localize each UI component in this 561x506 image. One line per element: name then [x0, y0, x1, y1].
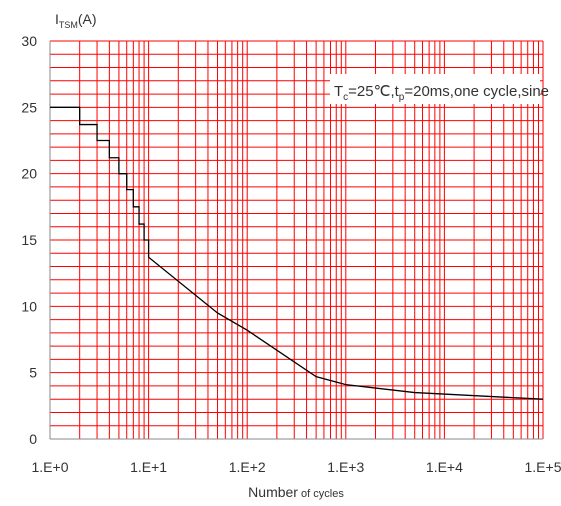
x-tick-label: 1.E+5: [525, 459, 561, 475]
annotation-background: [330, 74, 540, 104]
x-tick-label: 1.E+4: [426, 459, 463, 475]
x-tick-label: 1.E+1: [130, 459, 167, 475]
x-tick-label: 1.E+3: [327, 459, 364, 475]
y-tick-label: 30: [21, 33, 37, 49]
x-axis-label: Number of cycles: [248, 484, 344, 500]
y-tick-label: 15: [21, 232, 37, 248]
grid: [49, 40, 544, 440]
x-axis-label-suffix: of cycles: [298, 488, 344, 500]
annotation-part: =25℃,t: [348, 83, 399, 100]
annotation-conditions: Tc=25℃,tp=20ms,one cycle,sine: [334, 83, 549, 103]
tick-labels: 0 5 10 15 20 25 30 1.E+0 1.E+1 1.E+2 1.E+3 1.E+4 1.E…: [21, 33, 561, 475]
series-line: [50, 106, 544, 400]
y-tick-label: 0: [29, 431, 37, 447]
y-tick-label: 20: [21, 166, 37, 182]
y-tick-label: 10: [21, 298, 37, 314]
y-axis-label: ITSM(A): [55, 11, 97, 30]
y-tick-label: 25: [21, 99, 37, 115]
annotation-part: p: [399, 92, 405, 103]
x-tick-label: 1.E+2: [229, 459, 266, 475]
x-tick-label: 1.E+0: [32, 459, 69, 475]
series-group: [50, 106, 544, 400]
y-axis-label-unit: (A): [78, 11, 97, 27]
annotation-part: =20ms,one cycle,sine: [404, 83, 549, 100]
annotation-part: T: [334, 83, 343, 100]
y-axis-label-symbol: I: [55, 11, 59, 27]
x-axis-label-main: Number: [248, 484, 298, 500]
annotation-part: c: [343, 92, 348, 103]
y-tick-label: 5: [29, 365, 37, 381]
y-axis-label-subscript: TSM: [59, 20, 78, 30]
